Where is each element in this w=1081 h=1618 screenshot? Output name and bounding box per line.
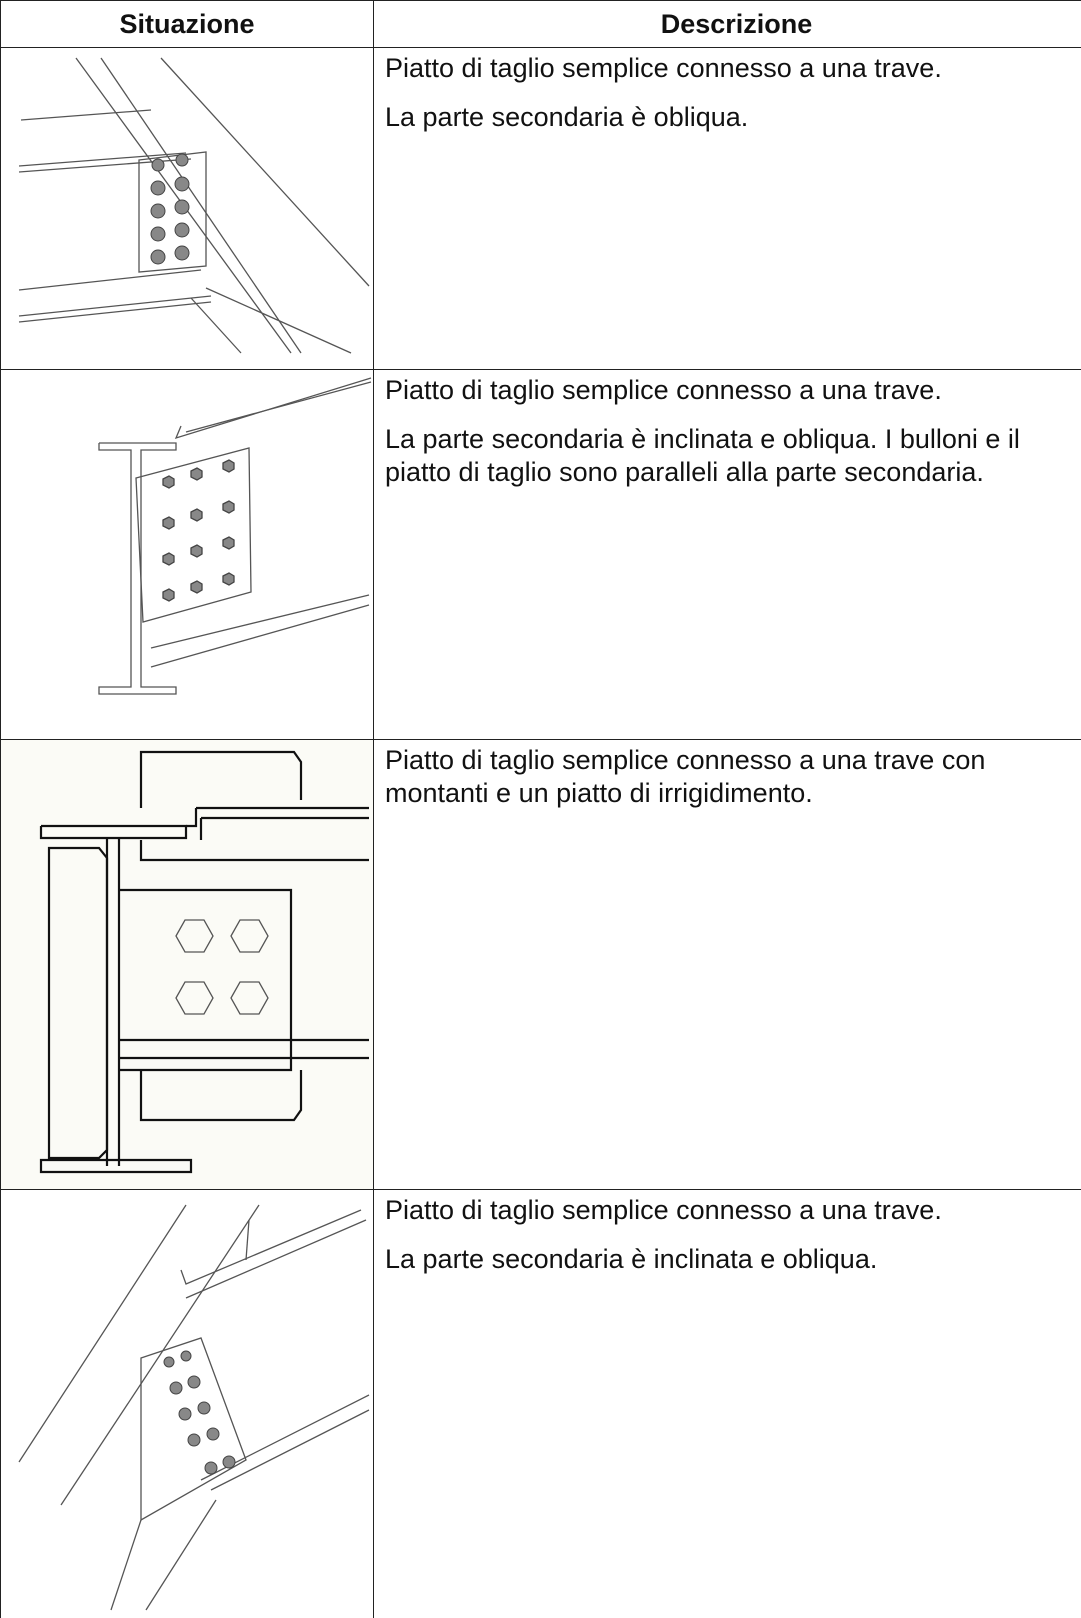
illustration-cell [0,47,374,370]
description-text: Piatto di taglio semplice connesso a una… [385,745,986,808]
header-row: Situazione Descrizione [0,0,1081,48]
description-cell: Piatto di taglio semplice connesso a una… [373,1189,1081,1618]
description-cell: Piatto di taglio semplice connesso a una… [373,739,1081,1190]
drawing [18,1204,370,1611]
description-text: Piatto di taglio semplice connesso a una… [385,375,942,405]
illustration-cell [0,739,374,1190]
column-header: Situazione [0,0,374,48]
description-text: Piatto di taglio semplice connesso a una… [385,53,942,83]
description-cell: Piatto di taglio semplice connesso a una… [373,369,1081,740]
illustration [18,1204,370,1611]
description-text: La parte secondaria è inclinata e obliqu… [385,424,1020,487]
illustration [98,377,372,695]
description-text: La parte secondaria è inclinata e obliqu… [385,1244,878,1274]
description-text: Piatto di taglio semplice connesso a una… [385,1195,942,1225]
table-row: Piatto di taglio semplice connesso a una… [0,739,1081,1190]
table-row: Piatto di taglio semplice connesso a una… [0,369,1081,740]
illustration [18,57,370,354]
illustration-cell [0,1189,374,1618]
illustration-cell [0,369,374,740]
table-row: Piatto di taglio semplice connesso a una… [0,47,1081,370]
drawing [98,377,372,695]
drawing [18,57,370,354]
description-cell: Piatto di taglio semplice connesso a una… [373,47,1081,370]
column-header: Descrizione [373,0,1081,48]
description-text: La parte secondaria è obliqua. [385,102,749,132]
table-row: Piatto di taglio semplice connesso a una… [0,1189,1081,1618]
illustration [39,750,369,1174]
drawing [39,750,369,1174]
